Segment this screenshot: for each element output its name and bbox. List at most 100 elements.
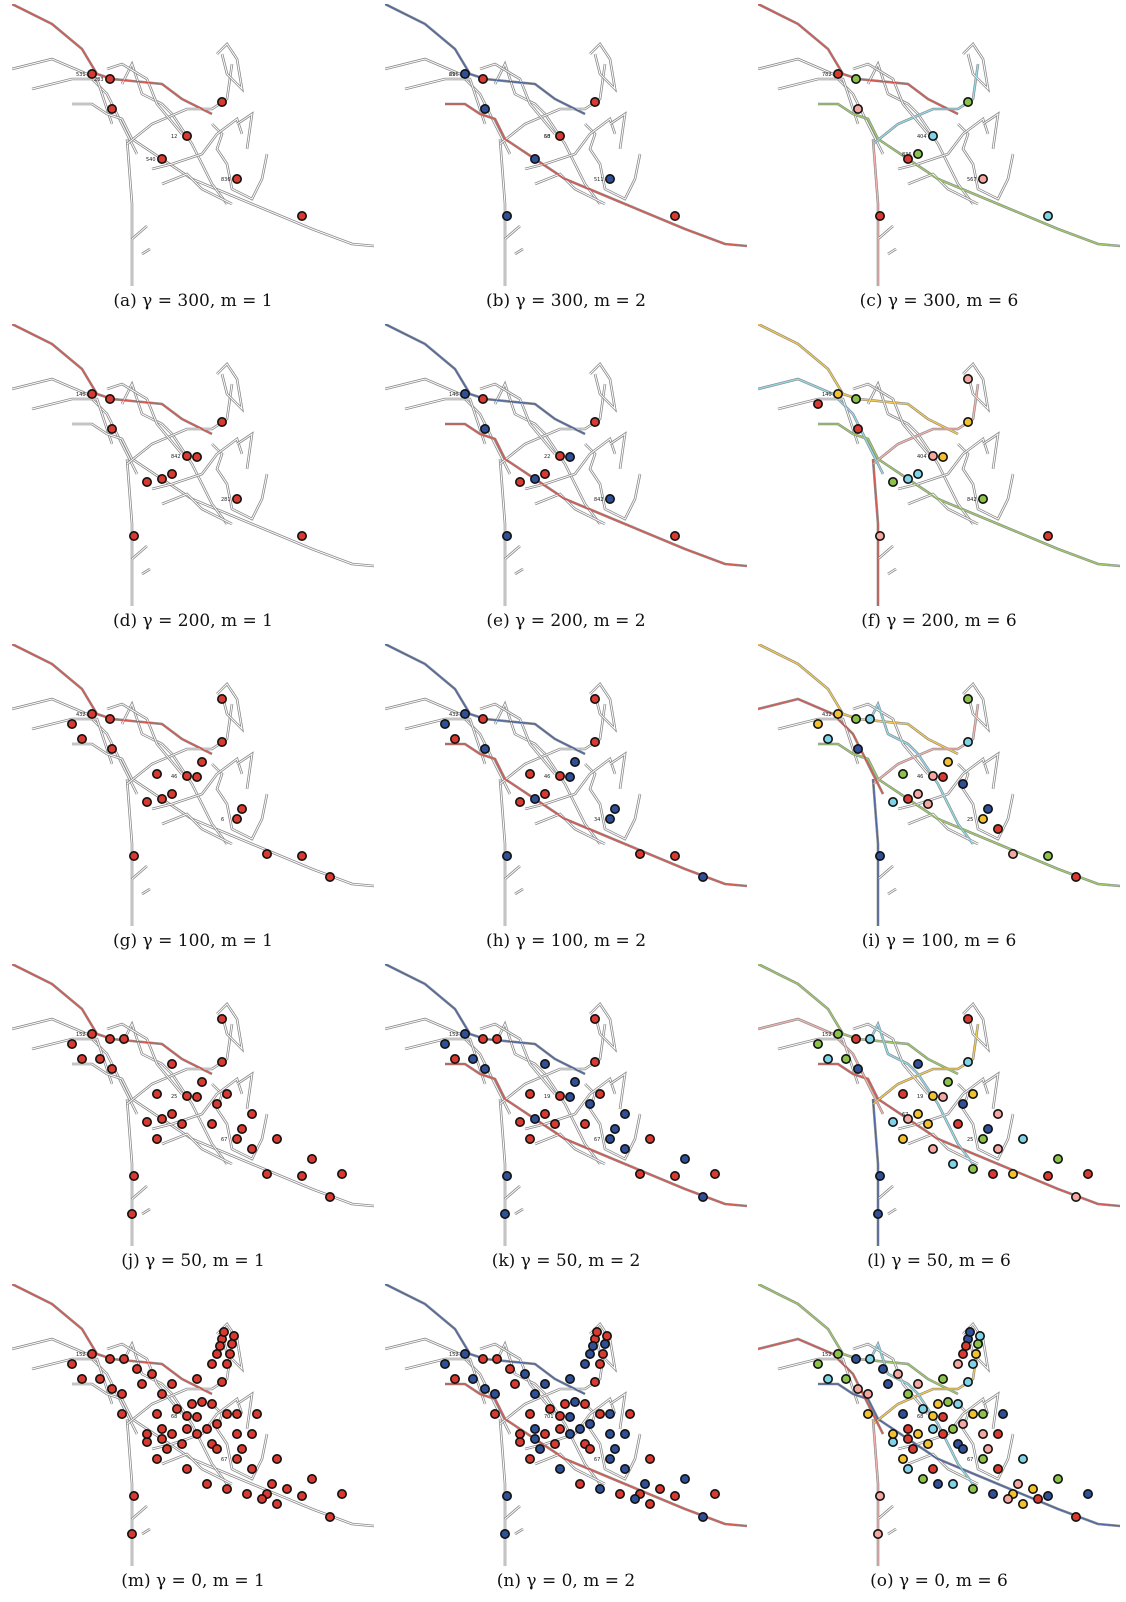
road-segment-inner — [236, 752, 253, 790]
stop-marker — [833, 1029, 844, 1040]
stop-marker — [958, 1444, 969, 1455]
road-segment-inner — [584, 443, 641, 520]
stop-marker — [306, 1474, 317, 1485]
stop-marker — [625, 1409, 636, 1420]
stop-label: 46 — [171, 774, 177, 780]
road-segment-inner — [216, 363, 243, 411]
road-segment-inner — [126, 703, 233, 785]
stop-marker — [157, 1434, 168, 1445]
stop-marker — [968, 1359, 979, 1370]
road-segment — [72, 1062, 374, 1208]
stop-marker — [212, 1349, 223, 1360]
stop-marker — [192, 1374, 203, 1385]
road-segment — [758, 964, 959, 1076]
route-line — [818, 1383, 1120, 1527]
stop-marker — [296, 211, 307, 222]
network-map-a: 531 12 836 283 540 — [12, 4, 374, 286]
stop-marker — [863, 1389, 874, 1400]
stop-marker — [851, 714, 862, 725]
stop-marker — [525, 1134, 536, 1145]
road-segment-inner — [131, 225, 148, 240]
road-segment-inner — [818, 423, 1120, 567]
road-segment — [479, 62, 556, 135]
road-segment-inner — [907, 1133, 979, 1165]
panel-c: 782 404 567 836 (c) γ = 300, m = 6 — [754, 4, 1124, 322]
road-segment-inner — [479, 383, 556, 455]
stop-marker — [948, 1159, 959, 1170]
road-segment-inner — [12, 1018, 138, 1115]
road-segment-inner — [907, 813, 979, 845]
road-segment-inner — [126, 138, 133, 286]
stop-marker — [157, 1114, 168, 1125]
stop-marker — [851, 1354, 862, 1365]
stop-marker — [605, 1134, 616, 1145]
road-segment-inner — [962, 683, 989, 731]
stop-label: 19 — [544, 1094, 550, 1100]
stop-marker — [853, 424, 864, 435]
road-segment — [818, 422, 1120, 568]
road-segment — [385, 1017, 512, 1115]
stop-marker — [157, 1424, 168, 1435]
stop-marker — [505, 1364, 516, 1375]
road-segment-inner — [236, 432, 253, 470]
stop-marker — [883, 1379, 894, 1390]
road-segment-inner — [385, 378, 511, 475]
stop-marker — [172, 1404, 183, 1415]
road-segment-inner — [589, 363, 616, 411]
stop-marker — [918, 1474, 929, 1485]
road-segment — [106, 382, 183, 455]
stop-marker — [590, 1057, 601, 1068]
stop-marker — [865, 714, 876, 725]
road-segment — [758, 644, 959, 756]
stop-marker — [654, 1484, 665, 1495]
stop-label: 283 — [94, 77, 104, 83]
stop-marker — [993, 1144, 1004, 1155]
route-line — [758, 1338, 884, 1435]
stop-marker — [296, 851, 307, 862]
stop-marker — [993, 1109, 1004, 1120]
road-segment-inner — [609, 1072, 626, 1110]
panel-n: 152 701 67 (n) γ = 0, m = 2 — [381, 1284, 751, 1602]
stop-marker — [217, 97, 228, 108]
road-segment-inner — [151, 1078, 243, 1130]
stop-marker — [851, 394, 862, 405]
stop-marker — [580, 1359, 591, 1370]
stop-marker — [565, 1374, 576, 1385]
stop-marker — [709, 1489, 720, 1500]
stop-marker — [555, 1091, 566, 1102]
stop-marker — [225, 1349, 236, 1360]
network-map-h: 432 46 34 — [385, 644, 747, 926]
stop-marker — [229, 1330, 240, 1341]
panel-g: 432 46 6 (g) γ = 100, m = 1 — [8, 644, 378, 962]
stop-marker — [853, 1064, 864, 1075]
stop-marker — [963, 693, 974, 704]
stop-label: 67 — [902, 1112, 908, 1118]
road-segment-inner — [534, 1133, 606, 1165]
stop-label: 782 — [822, 72, 832, 78]
road-segment-inner — [211, 123, 268, 200]
stop-marker — [555, 131, 566, 142]
road-segment-inner — [479, 63, 556, 135]
road-segment-inner — [499, 778, 506, 926]
road-segment-inner — [514, 1208, 524, 1215]
road-segment — [385, 377, 512, 475]
road-segment-inner — [962, 43, 989, 91]
stop-marker — [592, 1326, 603, 1337]
stop-marker — [888, 1437, 899, 1448]
stop-marker — [580, 1119, 591, 1130]
stop-marker — [105, 74, 116, 85]
road-segment-inner — [589, 683, 616, 731]
road-segment-inner — [211, 763, 268, 840]
stop-marker — [812, 399, 823, 410]
stop-label: 701 — [544, 1414, 554, 1420]
stop-marker — [480, 1384, 491, 1395]
road-segment — [758, 4, 959, 116]
stop-marker — [644, 1454, 655, 1465]
panel-caption: (j) γ = 50, m = 1 — [121, 1251, 265, 1271]
stop-marker — [187, 1399, 198, 1410]
road-segment — [584, 443, 642, 521]
road-segment-inner — [758, 698, 884, 795]
stop-marker — [953, 1399, 964, 1410]
stop-label: 404 — [917, 454, 927, 460]
road-segment-inner — [385, 58, 511, 155]
